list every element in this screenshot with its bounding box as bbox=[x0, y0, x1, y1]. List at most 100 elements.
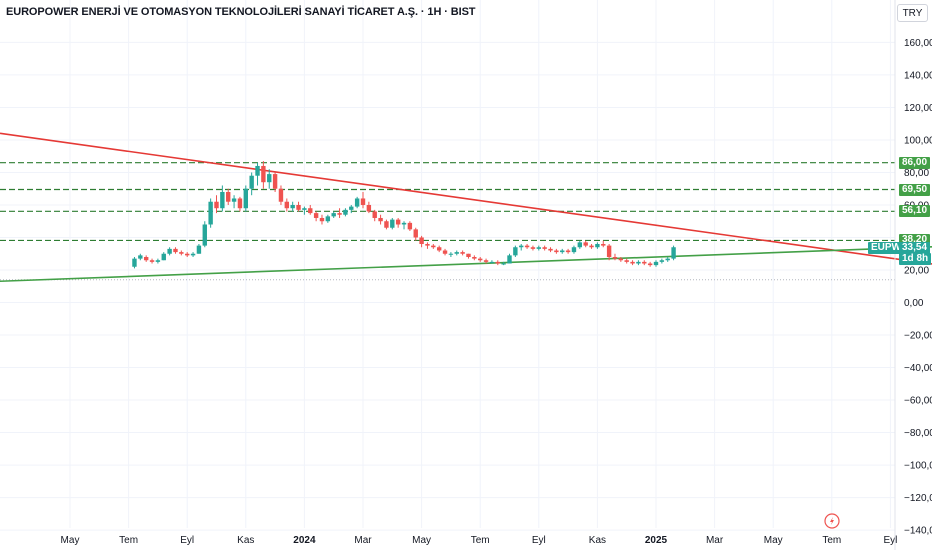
lightning-icon[interactable] bbox=[824, 513, 840, 529]
resistance-trendline bbox=[0, 132, 932, 265]
candle-body bbox=[524, 245, 530, 248]
candle-body bbox=[343, 209, 348, 215]
candle-body bbox=[378, 217, 383, 222]
candle-body bbox=[419, 237, 424, 244]
candle-body bbox=[190, 253, 196, 256]
candle-body bbox=[308, 208, 313, 214]
y-tick-label: 80,00 bbox=[904, 168, 929, 179]
x-tick-label: 2025 bbox=[645, 535, 668, 546]
candle-body bbox=[442, 250, 448, 254]
candle-body bbox=[155, 260, 161, 262]
candle-body bbox=[472, 256, 477, 259]
candle-body bbox=[249, 175, 254, 189]
last-price-label: 33,54 bbox=[899, 241, 931, 254]
y-tick-label: −40,00 bbox=[904, 363, 932, 374]
time-axis[interactable]: May Tem Eyl Kas 2024 Mar May Tem Eyl Kas 2025 Mar Ma… bbox=[61, 535, 898, 546]
candle-body bbox=[495, 261, 500, 264]
candle-body bbox=[179, 252, 184, 254]
x-tick-label: Tem bbox=[119, 535, 138, 546]
chart-title: EUROPOWER ENERJİ VE OTOMASYON TEKNOLOJİL… bbox=[6, 6, 476, 18]
y-tick-label: 100,00 bbox=[904, 135, 932, 146]
candle-body bbox=[337, 213, 342, 215]
candle-body bbox=[231, 198, 237, 202]
x-tick-label: Eyl bbox=[180, 535, 194, 546]
candle-body bbox=[589, 245, 594, 248]
candle-body bbox=[577, 242, 583, 248]
candle-body bbox=[255, 165, 260, 176]
candle-body bbox=[272, 174, 278, 189]
candle-body bbox=[489, 261, 495, 263]
candle-body bbox=[413, 229, 418, 238]
candle-body bbox=[554, 250, 559, 253]
candle-body bbox=[513, 247, 518, 256]
y-tick-label: 140,00 bbox=[904, 70, 932, 81]
grid bbox=[0, 0, 895, 531]
candle-body bbox=[601, 243, 606, 246]
y-tick-label: −60,00 bbox=[904, 396, 932, 407]
x-tick-label: May bbox=[764, 535, 783, 546]
y-tick-label: −140,00 bbox=[904, 526, 932, 537]
x-tick-label: Mar bbox=[354, 535, 372, 546]
x-tick-label: May bbox=[412, 535, 431, 546]
candle-body bbox=[431, 245, 436, 248]
currency-button[interactable]: TRY bbox=[897, 4, 928, 22]
candle-body bbox=[460, 252, 465, 254]
x-tick-label: Tem bbox=[471, 535, 490, 546]
candle-body bbox=[331, 213, 336, 217]
candle-body bbox=[302, 208, 307, 210]
candle-body bbox=[226, 191, 231, 202]
candle-body bbox=[583, 242, 588, 246]
candle-body bbox=[325, 216, 331, 222]
candle-body bbox=[647, 263, 653, 266]
level-price-label: 69,50 bbox=[899, 183, 931, 196]
y-tick-label: 160,00 bbox=[904, 38, 932, 49]
candle-body bbox=[665, 258, 670, 261]
x-tick-label: Kas bbox=[237, 535, 254, 546]
candle-body bbox=[653, 261, 659, 266]
candle-body bbox=[384, 221, 389, 228]
candle-body bbox=[671, 247, 676, 259]
x-tick-label: Eyl bbox=[883, 535, 897, 546]
candle-body bbox=[395, 219, 401, 225]
candle-body bbox=[132, 258, 137, 267]
price-axis[interactable]: 160,00140,00120,00100,0080,0060,0040,002… bbox=[904, 38, 932, 537]
candle-body bbox=[530, 247, 536, 249]
candle-body bbox=[390, 219, 395, 228]
candle-body bbox=[483, 260, 489, 262]
level-price-label: 86,00 bbox=[899, 156, 931, 169]
candle-body bbox=[548, 248, 553, 251]
candle-body bbox=[237, 198, 243, 209]
candle-body bbox=[436, 247, 442, 251]
y-tick-label: 0,00 bbox=[904, 298, 924, 309]
candle-body bbox=[501, 263, 506, 265]
candle-body bbox=[349, 206, 354, 210]
candle-body bbox=[630, 261, 635, 264]
candle-body bbox=[208, 201, 213, 225]
candle-body bbox=[425, 243, 430, 246]
candle-body bbox=[560, 250, 565, 253]
candle-body bbox=[267, 174, 272, 183]
candle-body bbox=[507, 255, 512, 264]
y-tick-label: −80,00 bbox=[904, 428, 932, 439]
x-tick-label: Kas bbox=[589, 535, 606, 546]
x-tick-label: Eyl bbox=[532, 535, 546, 546]
candle-body bbox=[220, 191, 225, 209]
y-tick-label: −20,00 bbox=[904, 331, 932, 342]
candle-body bbox=[642, 261, 647, 264]
candle-body bbox=[290, 204, 295, 209]
candle-body bbox=[138, 255, 143, 259]
candle-body bbox=[313, 213, 319, 218]
y-tick-label: −120,00 bbox=[904, 493, 932, 504]
candle-body bbox=[659, 260, 665, 262]
candle-body bbox=[185, 253, 190, 256]
candle-body bbox=[360, 198, 366, 205]
candle-body bbox=[354, 198, 360, 207]
candle-body bbox=[606, 245, 612, 257]
candle-body bbox=[565, 250, 571, 253]
candle-body bbox=[612, 256, 618, 259]
x-tick-label: Tem bbox=[822, 535, 841, 546]
candle-body bbox=[542, 247, 547, 249]
y-tick-label: 120,00 bbox=[904, 103, 932, 114]
y-tick-label: 20,00 bbox=[904, 266, 929, 277]
